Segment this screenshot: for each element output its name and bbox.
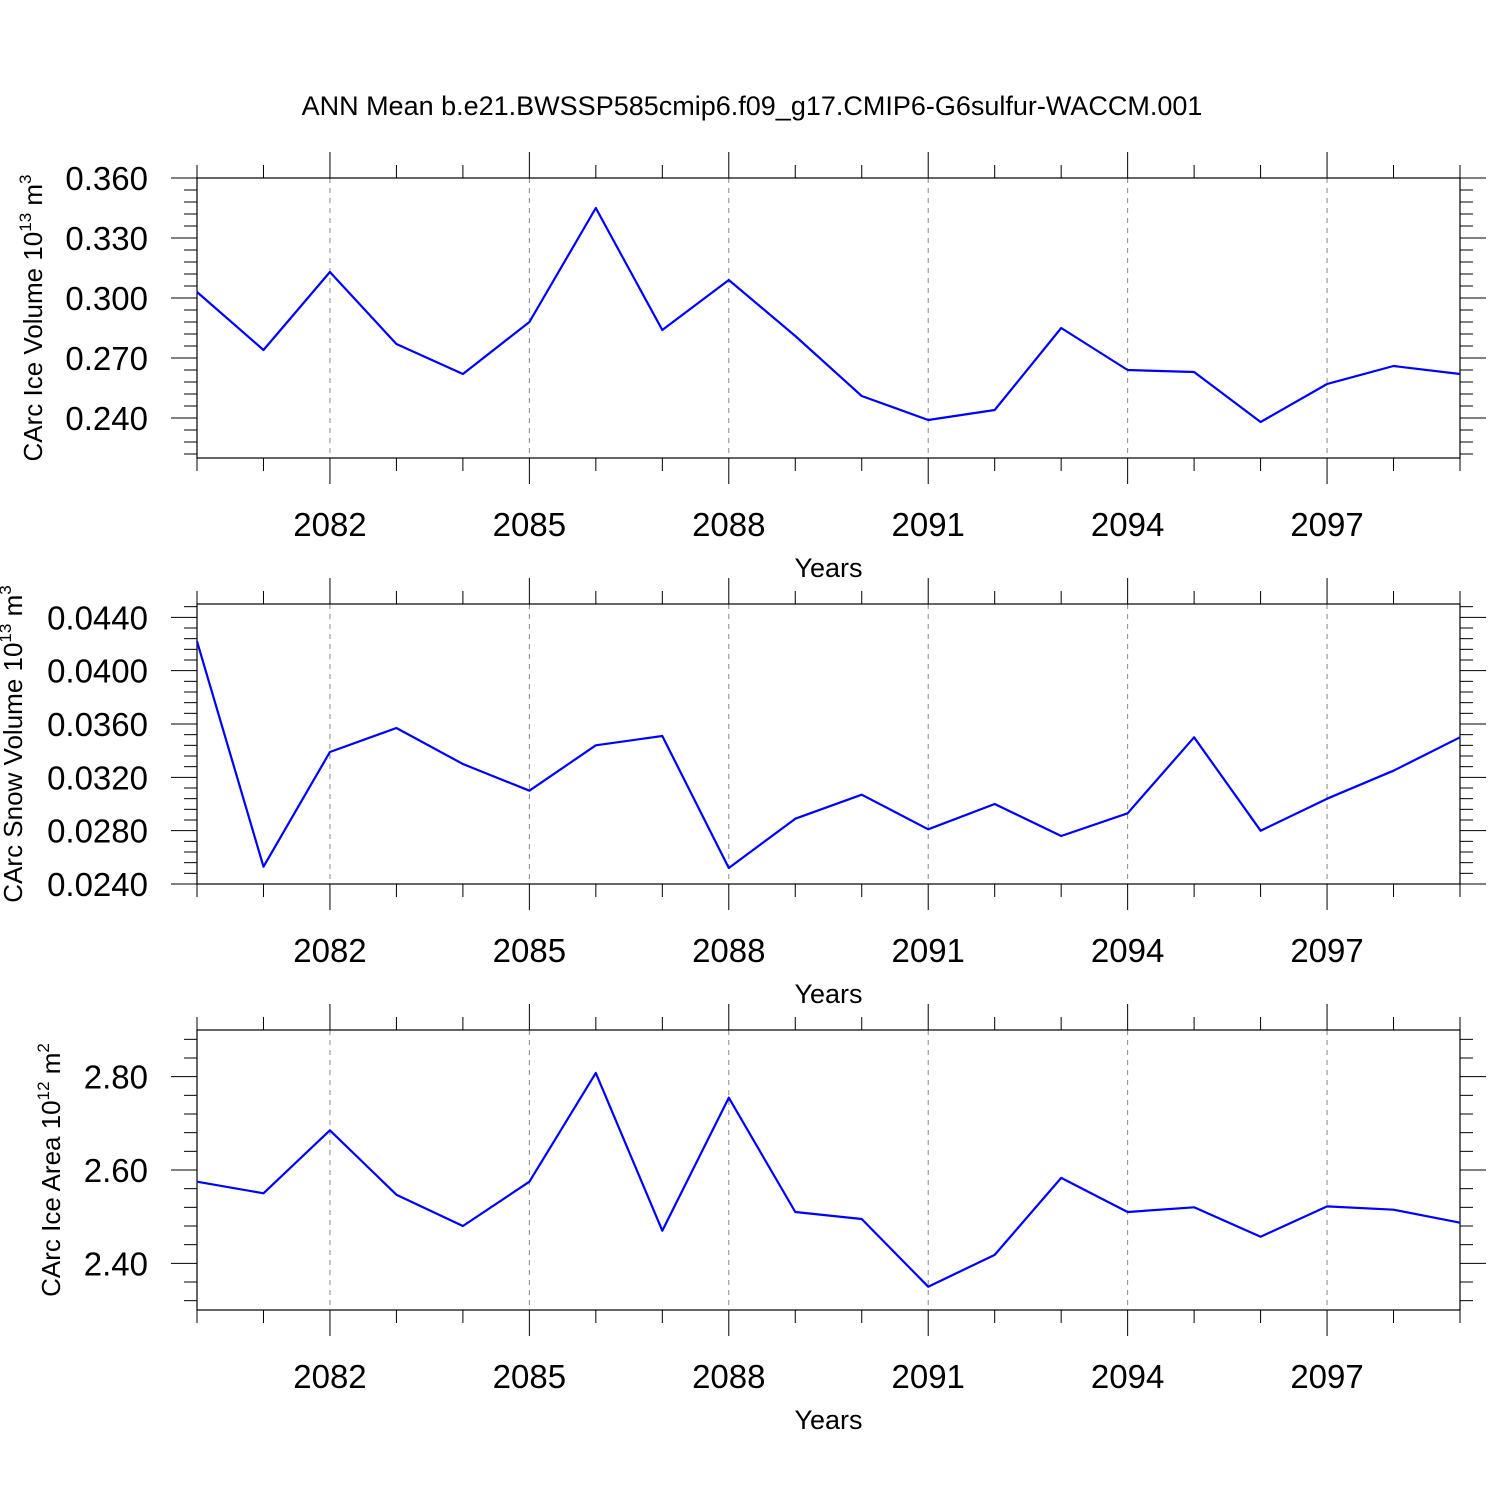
x-tick-label: 2082 xyxy=(293,506,366,543)
y-tick-label: 0.300 xyxy=(65,280,148,317)
x-tick-label: 2091 xyxy=(891,506,964,543)
y-tick-label: 2.80 xyxy=(84,1059,148,1096)
y-axis-label-unit-exponent: 3 xyxy=(0,585,15,594)
y-axis-label-unit: m xyxy=(18,184,48,213)
y-tick-label: 0.240 xyxy=(65,400,148,437)
x-tick-label: 2082 xyxy=(293,932,366,969)
plot-frame xyxy=(196,177,1461,459)
x-tick-label: 2091 xyxy=(891,932,964,969)
x-tick-label: 2097 xyxy=(1290,1358,1363,1395)
x-tick-label: 2085 xyxy=(493,932,566,969)
x-tick-label: 2094 xyxy=(1091,932,1164,969)
y-tick-label: 0.0360 xyxy=(47,706,148,743)
y-axis-label-unit-exponent: 2 xyxy=(34,1043,53,1052)
x-tick-label: 2097 xyxy=(1290,932,1363,969)
chart-panel-1: 2082 2085 2088 2091 2094 2097 0.240 0.270 0.300 0… xyxy=(16,152,1486,583)
plot-frame xyxy=(196,603,1461,885)
y-axis-label: CArc Ice Volume 1013 m3 xyxy=(16,174,48,461)
x-tick-label: 2088 xyxy=(692,1358,765,1395)
x-axis-label: Years xyxy=(794,1405,862,1435)
y-tick-label: 0.0240 xyxy=(47,866,148,903)
y-tick-label: 0.0400 xyxy=(47,653,148,690)
panels: 2082 2085 2088 2091 2094 2097 0.240 0.270 0.300 0… xyxy=(0,152,1486,1435)
x-tick-label: 2097 xyxy=(1290,506,1363,543)
y-tick-label: 0.0320 xyxy=(47,759,148,796)
x-tick-label: 2088 xyxy=(692,932,765,969)
x-tick-label: 2094 xyxy=(1091,506,1164,543)
y-axis-label-unit-exponent: 3 xyxy=(16,174,35,183)
y-axis-label-text: CArc Ice Area 10 xyxy=(36,1100,66,1297)
y-axis-label-unit: m xyxy=(36,1053,66,1082)
y-tick-label: 0.0280 xyxy=(47,813,148,850)
y-axis-label-exponent: 13 xyxy=(0,624,15,643)
y-axis-label: CArc Ice Area 1012 m2 xyxy=(34,1043,66,1297)
y-axis-label-text: CArc Snow Volume 10 xyxy=(0,643,28,903)
y-axis-label: CArc Snow Volume 1013 m3 xyxy=(0,585,28,902)
y-tick-label: 0.0440 xyxy=(47,599,148,636)
y-tick-label: 2.60 xyxy=(84,1152,148,1189)
y-tick-label: 2.40 xyxy=(84,1245,148,1282)
chart-panel-3: 2082 2085 2088 2091 2094 2097 2.40 2.60 2.80 Year… xyxy=(34,1004,1486,1435)
y-tick-label: 0.360 xyxy=(65,160,148,197)
y-axis-label-exponent: 12 xyxy=(34,1081,53,1100)
x-tick-label: 2082 xyxy=(293,1358,366,1395)
series-line xyxy=(195,640,1461,870)
chart-panel-2: 2082 2085 2088 2091 2094 2097 0.0240 0.0280 0.03… xyxy=(0,578,1486,1009)
x-tick-label: 2088 xyxy=(692,506,765,543)
y-axis-label-exponent: 13 xyxy=(16,213,35,232)
chart-title: ANN Mean b.e21.BWSSP585cmip6.f09_g17.CMI… xyxy=(302,91,1203,121)
y-tick-label: 0.330 xyxy=(65,220,148,257)
series-line xyxy=(196,206,1461,424)
x-axis-label: Years xyxy=(794,979,862,1009)
x-tick-label: 2085 xyxy=(493,1358,566,1395)
x-tick-label: 2094 xyxy=(1091,1358,1164,1395)
series-line xyxy=(196,1071,1461,1288)
y-tick-label: 0.270 xyxy=(65,340,148,377)
y-axis-label-text: CArc Ice Volume 10 xyxy=(18,232,48,462)
x-axis-label: Years xyxy=(794,553,862,583)
y-axis-label-unit: m xyxy=(0,595,28,624)
x-tick-label: 2085 xyxy=(493,506,566,543)
x-tick-label: 2091 xyxy=(891,1358,964,1395)
